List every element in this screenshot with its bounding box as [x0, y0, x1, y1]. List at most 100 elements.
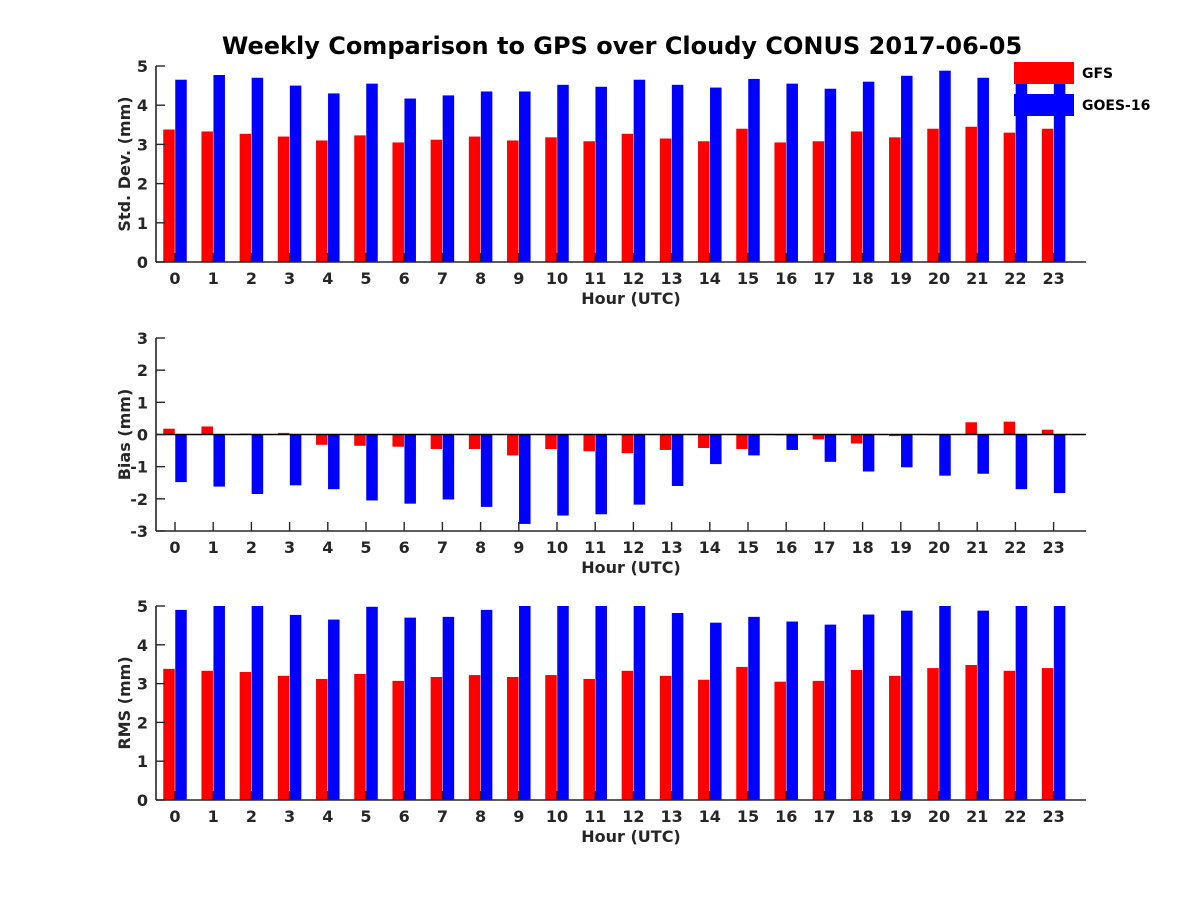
- y-tick-label: 4: [137, 96, 148, 115]
- x-tick-label: 5: [360, 269, 371, 288]
- x-tick-label: 1: [208, 807, 219, 826]
- bar: [354, 135, 366, 262]
- x-tick-label: 11: [584, 269, 606, 288]
- bar: [965, 664, 977, 800]
- bar: [698, 679, 710, 800]
- bar: [1015, 606, 1028, 800]
- bar: [480, 609, 493, 800]
- x-tick-label: 0: [169, 807, 180, 826]
- bar: [328, 619, 340, 800]
- bar: [671, 612, 684, 800]
- x-tick-label: 20: [928, 538, 950, 557]
- x-tick-label: 20: [928, 269, 950, 288]
- x-tick-label: 1: [208, 269, 219, 288]
- bar: [736, 128, 748, 262]
- bar: [812, 680, 825, 800]
- x-tick-label: 2: [246, 269, 257, 288]
- y-axis-label: Bias (mm): [115, 389, 134, 481]
- bar: [812, 141, 825, 262]
- bar: [862, 434, 875, 472]
- bar: [328, 93, 340, 262]
- legend-swatch: [1014, 94, 1074, 116]
- x-tick-label: 18: [851, 807, 873, 826]
- x-tick-label: 6: [399, 269, 410, 288]
- bar: [392, 434, 404, 447]
- y-tick-label: 2: [137, 361, 148, 380]
- x-tick-label: 10: [546, 807, 568, 826]
- bar: [889, 675, 901, 800]
- series-gfs: [163, 664, 1054, 800]
- bar: [889, 434, 901, 437]
- bar: [633, 79, 646, 262]
- x-tick-label: 12: [622, 807, 644, 826]
- x-tick-label: 8: [475, 538, 486, 557]
- x-tick-label: 12: [622, 269, 644, 288]
- series-gfs: [163, 421, 1054, 456]
- bar: [710, 434, 722, 465]
- bar: [786, 434, 798, 450]
- bar: [366, 83, 378, 262]
- x-tick-label: 18: [851, 538, 873, 557]
- bar: [710, 87, 722, 262]
- bar: [277, 136, 290, 262]
- bar: [392, 680, 404, 800]
- bar: [736, 434, 748, 449]
- bar: [519, 606, 531, 800]
- legend-label: GOES-16: [1082, 98, 1150, 114]
- bar: [977, 77, 989, 262]
- x-tick-label: 3: [284, 538, 295, 557]
- x-tick-label: 17: [813, 538, 835, 557]
- bar: [786, 621, 798, 800]
- y-tick-label: 5: [137, 57, 148, 76]
- bar: [965, 126, 977, 262]
- bar: [480, 434, 493, 507]
- legend-swatch: [1014, 62, 1074, 84]
- x-tick-label: 21: [966, 269, 988, 288]
- y-tick-label: 4: [137, 636, 148, 655]
- x-tick-label: 0: [169, 269, 180, 288]
- x-tick-label: 21: [966, 538, 988, 557]
- bar: [354, 673, 366, 800]
- y-tick-label: 1: [137, 214, 148, 233]
- bar: [901, 434, 913, 468]
- x-tick-label: 11: [584, 807, 606, 826]
- bar: [316, 678, 328, 800]
- bar: [1003, 670, 1016, 800]
- y-tick-label: 0: [137, 253, 148, 272]
- bar: [583, 678, 595, 800]
- x-tick-label: 17: [813, 269, 835, 288]
- series-gfs: [163, 126, 1054, 262]
- x-tick-label: 16: [775, 538, 797, 557]
- bar: [698, 141, 710, 262]
- bar: [850, 670, 863, 800]
- bar: [774, 681, 786, 800]
- bar: [289, 85, 302, 262]
- series-goes-16: [175, 70, 1066, 263]
- x-axis-label: Hour (UTC): [581, 289, 681, 308]
- x-tick-label: 19: [890, 538, 912, 557]
- x-tick-label: 23: [1042, 269, 1064, 288]
- bar: [583, 141, 595, 262]
- bar: [671, 84, 684, 262]
- x-tick-label: 5: [360, 538, 371, 557]
- y-axis-label: Std. Dev. (mm): [115, 96, 134, 231]
- x-tick-label: 15: [737, 807, 759, 826]
- x-tick-label: 19: [890, 269, 912, 288]
- bar: [277, 675, 290, 800]
- x-tick-label: 4: [322, 807, 333, 826]
- bar: [595, 434, 607, 515]
- x-axis-label: Hour (UTC): [581, 827, 681, 846]
- y-tick-label: -1: [130, 458, 148, 477]
- bar: [175, 434, 187, 483]
- legend: GFS GOES-16: [1014, 62, 1150, 116]
- bar: [213, 434, 225, 487]
- x-tick-label: 9: [513, 269, 524, 288]
- x-tick-label: 22: [1004, 807, 1026, 826]
- y-tick-label: 3: [137, 675, 148, 694]
- bar: [1053, 434, 1066, 494]
- bar: [316, 140, 328, 262]
- bar: [404, 617, 416, 800]
- bar: [889, 137, 901, 262]
- bar: [289, 434, 302, 486]
- bar: [163, 428, 175, 435]
